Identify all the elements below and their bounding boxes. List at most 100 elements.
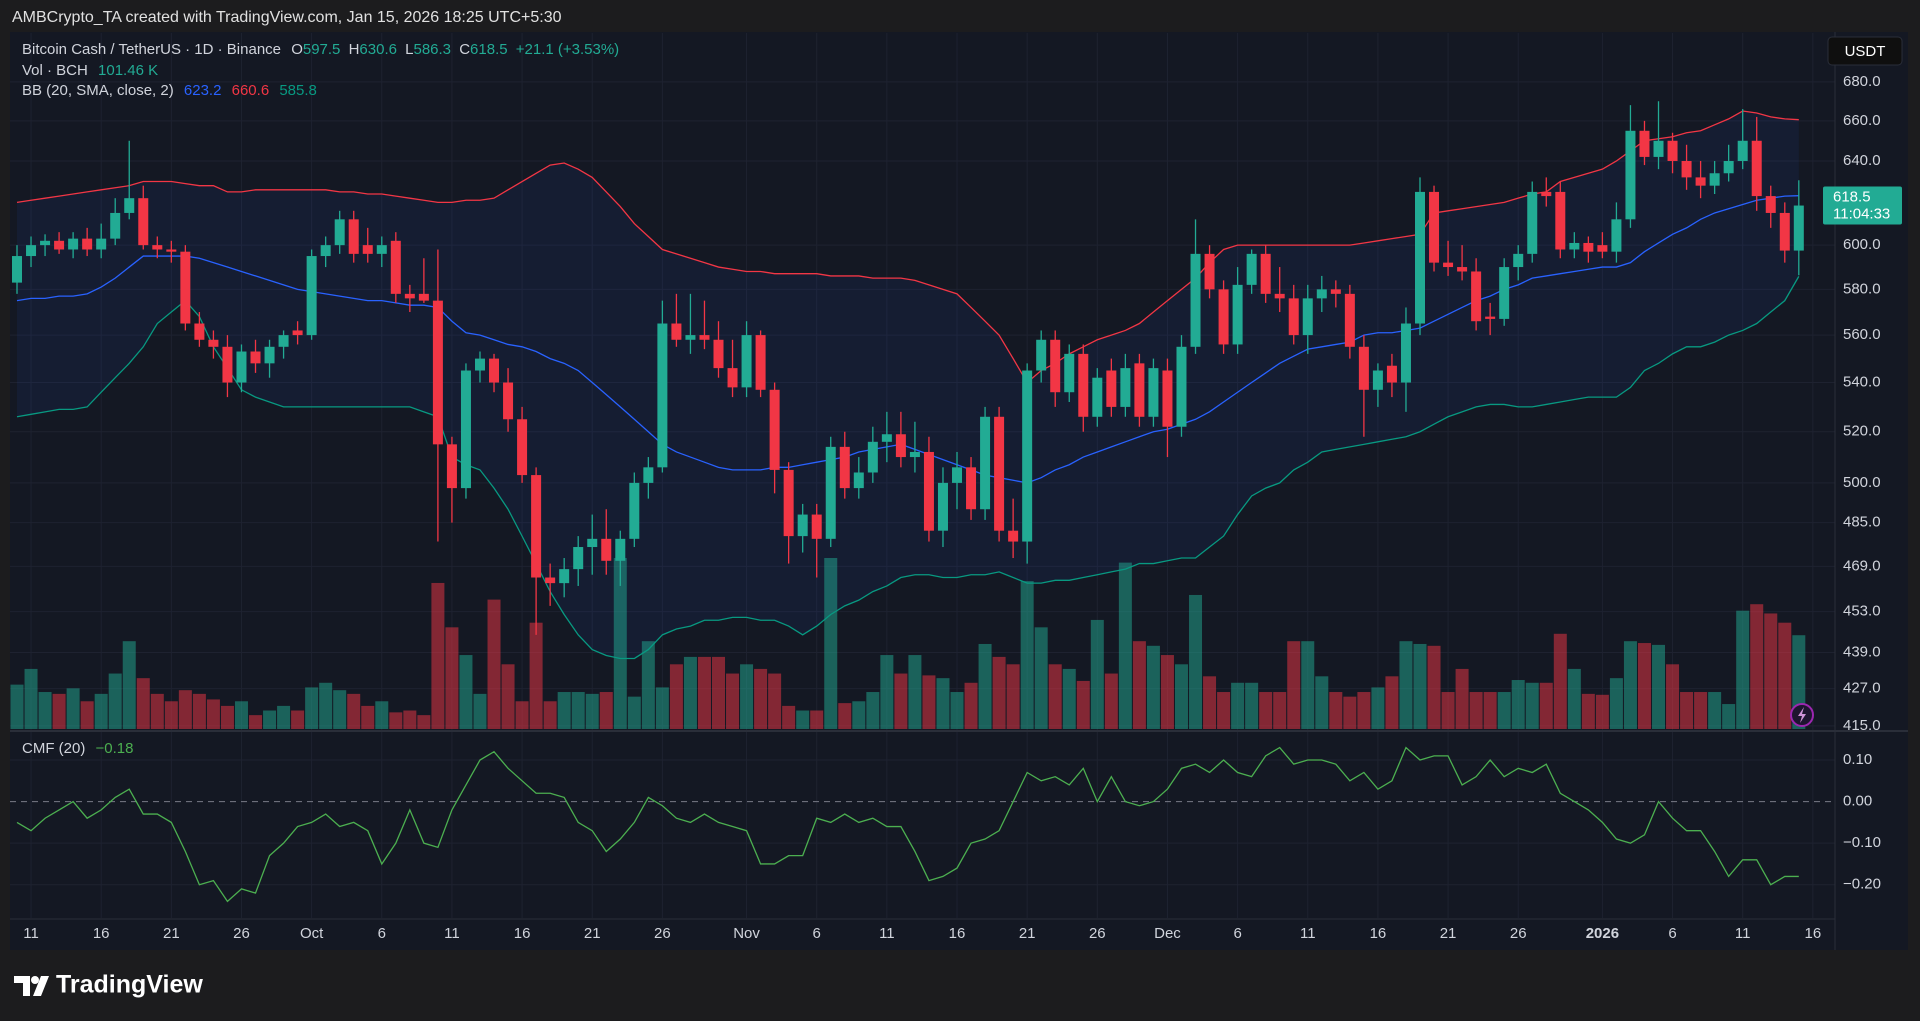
volume-bar bbox=[1399, 641, 1413, 729]
currency-button[interactable] bbox=[1827, 36, 1903, 66]
volume-bar bbox=[122, 641, 136, 729]
y-tick-label: 560.0 bbox=[1843, 326, 1881, 343]
volume-bar bbox=[1343, 696, 1357, 729]
volume-bar bbox=[1469, 692, 1483, 729]
volume-bar bbox=[1427, 645, 1441, 729]
chart-background bbox=[10, 32, 1908, 950]
candle-body bbox=[797, 514, 808, 537]
y-tick-label: 469.0 bbox=[1843, 557, 1881, 574]
volume-bar bbox=[417, 715, 431, 729]
candle-body bbox=[517, 419, 528, 476]
candle-body bbox=[1751, 140, 1762, 197]
candle-body bbox=[1148, 368, 1159, 417]
close: 618.5 bbox=[470, 41, 508, 58]
candle-body bbox=[1008, 530, 1019, 542]
volume-bar bbox=[52, 693, 66, 729]
candle-body bbox=[881, 434, 892, 442]
x-tick-label: Oct bbox=[300, 925, 324, 942]
volume-bar bbox=[1539, 682, 1553, 729]
volume-bar bbox=[1666, 664, 1680, 729]
candle-body bbox=[1555, 191, 1566, 250]
key: H bbox=[349, 41, 360, 58]
volume-bar bbox=[487, 599, 501, 729]
candle-body bbox=[811, 514, 822, 539]
bb-lower bbox=[16, 276, 1800, 660]
volume-bar bbox=[964, 682, 978, 729]
price-tag bbox=[1823, 186, 1902, 225]
x-tick-label: 11 bbox=[1735, 925, 1751, 942]
candle-body bbox=[306, 256, 317, 336]
candle-body bbox=[1372, 370, 1383, 390]
cmf-tick-label: 0.00 bbox=[1843, 793, 1872, 810]
candle-body bbox=[1288, 298, 1299, 336]
volume-bar bbox=[1104, 673, 1118, 729]
volume-bar bbox=[726, 673, 740, 729]
legend-bb: BB (20, SMA, close, 2) 623.2 660.6 585.8 bbox=[22, 82, 317, 99]
bb-lower: 585.8 bbox=[279, 82, 317, 99]
candle-body bbox=[1471, 271, 1482, 322]
candle-body bbox=[657, 323, 668, 468]
open: 597.5 bbox=[303, 41, 341, 58]
bolt bbox=[1798, 707, 1806, 723]
candle-body bbox=[1779, 212, 1790, 251]
volume-bar bbox=[1694, 692, 1708, 729]
volume-bar bbox=[1090, 619, 1104, 729]
candle-body bbox=[362, 245, 373, 254]
candle-body bbox=[1386, 365, 1397, 383]
candle-body bbox=[1204, 253, 1215, 290]
volume-name: Vol · BCH bbox=[22, 62, 88, 79]
volume-bar bbox=[291, 710, 305, 729]
volume-bar bbox=[515, 701, 529, 729]
candle-body bbox=[292, 330, 303, 336]
volume-bar bbox=[1652, 644, 1666, 729]
candle-body bbox=[152, 245, 163, 250]
volume-bar bbox=[1581, 693, 1595, 729]
currency[interactable]: USDT bbox=[1845, 43, 1886, 60]
y-tick-label: 520.0 bbox=[1843, 423, 1881, 440]
candle-body bbox=[867, 441, 878, 473]
candle-body bbox=[783, 469, 794, 537]
volume-bar bbox=[1160, 655, 1174, 729]
candle-body bbox=[1611, 219, 1622, 252]
candle-body bbox=[404, 293, 415, 299]
candle-body bbox=[713, 339, 724, 369]
y-tick-label: 453.0 bbox=[1843, 603, 1881, 620]
volume-bar bbox=[1385, 676, 1399, 729]
legend-volume: Vol · BCH 101.46 K bbox=[22, 62, 158, 79]
x-tick-label: 11 bbox=[1300, 925, 1316, 942]
x-tick-label: 16 bbox=[93, 925, 110, 942]
volume-bar bbox=[1329, 692, 1343, 729]
candle-body bbox=[923, 451, 934, 531]
volume-bar bbox=[1259, 692, 1273, 729]
x-tick-label: 26 bbox=[654, 925, 671, 942]
candle-body bbox=[1162, 370, 1173, 427]
candle-body bbox=[390, 240, 401, 294]
x-tick-label: 16 bbox=[514, 925, 531, 942]
candle-body bbox=[755, 335, 766, 390]
y-tick-label: 439.0 bbox=[1843, 644, 1881, 661]
volume-bar bbox=[249, 715, 263, 729]
x-tick-label: Dec bbox=[1154, 925, 1181, 942]
candle-body bbox=[727, 368, 738, 388]
x-tick-label: 16 bbox=[1804, 925, 1821, 942]
volume-bar bbox=[403, 710, 417, 729]
volume-bar bbox=[94, 693, 108, 729]
volume-bar bbox=[375, 701, 389, 729]
volume-bar bbox=[347, 693, 361, 729]
volume-bar bbox=[683, 656, 697, 729]
candle-body bbox=[1457, 267, 1468, 272]
volume-bar bbox=[234, 701, 248, 729]
candle-body bbox=[1302, 298, 1313, 336]
volume-bar bbox=[333, 690, 347, 729]
volume-bar bbox=[796, 710, 810, 729]
candle-body bbox=[952, 467, 963, 483]
candle-body bbox=[587, 538, 598, 548]
candle-body bbox=[474, 358, 485, 371]
x-tick-label: Nov bbox=[733, 925, 760, 942]
candle-body bbox=[937, 482, 948, 531]
volume-bar bbox=[655, 687, 669, 729]
volume-bar bbox=[1595, 694, 1609, 729]
candle-body bbox=[1499, 267, 1510, 319]
volume-bar bbox=[1006, 664, 1020, 729]
